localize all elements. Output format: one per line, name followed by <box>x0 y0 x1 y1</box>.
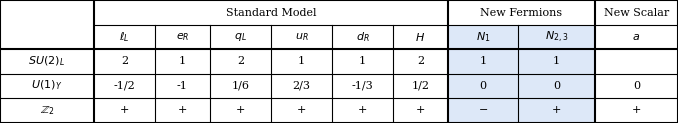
Bar <box>519 74 595 98</box>
Text: 2/3: 2/3 <box>292 81 311 91</box>
Text: -1/3: -1/3 <box>352 81 374 91</box>
Text: -1/2: -1/2 <box>113 81 135 91</box>
Text: New Fermions: New Fermions <box>480 8 563 18</box>
Text: $SU(2)_L$: $SU(2)_L$ <box>28 55 65 68</box>
Text: +: + <box>119 105 129 115</box>
Bar <box>448 74 519 98</box>
Bar <box>519 25 595 49</box>
Text: +: + <box>236 105 245 115</box>
Text: $\ell_L$: $\ell_L$ <box>119 30 129 44</box>
Text: $a$: $a$ <box>633 32 641 42</box>
Text: $u_R$: $u_R$ <box>295 31 308 43</box>
Text: -1: -1 <box>177 81 188 91</box>
Text: +: + <box>178 105 187 115</box>
Bar <box>519 98 595 123</box>
Text: 1: 1 <box>359 56 366 67</box>
Text: +: + <box>297 105 306 115</box>
Text: 1: 1 <box>480 56 487 67</box>
Text: −: − <box>479 105 488 115</box>
Bar <box>448 49 519 74</box>
Bar <box>519 49 595 74</box>
Text: 0: 0 <box>633 81 640 91</box>
Text: +: + <box>632 105 641 115</box>
Text: $e_R$: $e_R$ <box>176 31 189 43</box>
Text: New Scalar: New Scalar <box>603 8 669 18</box>
Text: 1/2: 1/2 <box>412 81 430 91</box>
Text: $d_R$: $d_R$ <box>355 30 370 44</box>
Text: $U(1)_Y$: $U(1)_Y$ <box>31 79 62 92</box>
Text: Standard Model: Standard Model <box>226 8 316 18</box>
Bar <box>448 98 519 123</box>
Text: 2: 2 <box>121 56 128 67</box>
Text: $N_1$: $N_1$ <box>476 30 491 44</box>
Text: $H$: $H$ <box>416 31 426 43</box>
Text: 1: 1 <box>298 56 305 67</box>
Text: 2: 2 <box>417 56 424 67</box>
Text: $q_L$: $q_L$ <box>234 31 247 43</box>
Text: 1/6: 1/6 <box>231 81 250 91</box>
Text: 0: 0 <box>553 81 560 91</box>
Text: 0: 0 <box>480 81 487 91</box>
Text: $N_{2,3}$: $N_{2,3}$ <box>545 30 568 45</box>
Bar <box>448 25 519 49</box>
Text: $\mathbb{Z}_2$: $\mathbb{Z}_2$ <box>39 104 54 117</box>
Text: +: + <box>416 105 425 115</box>
Text: 1: 1 <box>179 56 186 67</box>
Text: +: + <box>552 105 561 115</box>
Text: 1: 1 <box>553 56 560 67</box>
Text: 2: 2 <box>237 56 244 67</box>
Text: +: + <box>358 105 367 115</box>
